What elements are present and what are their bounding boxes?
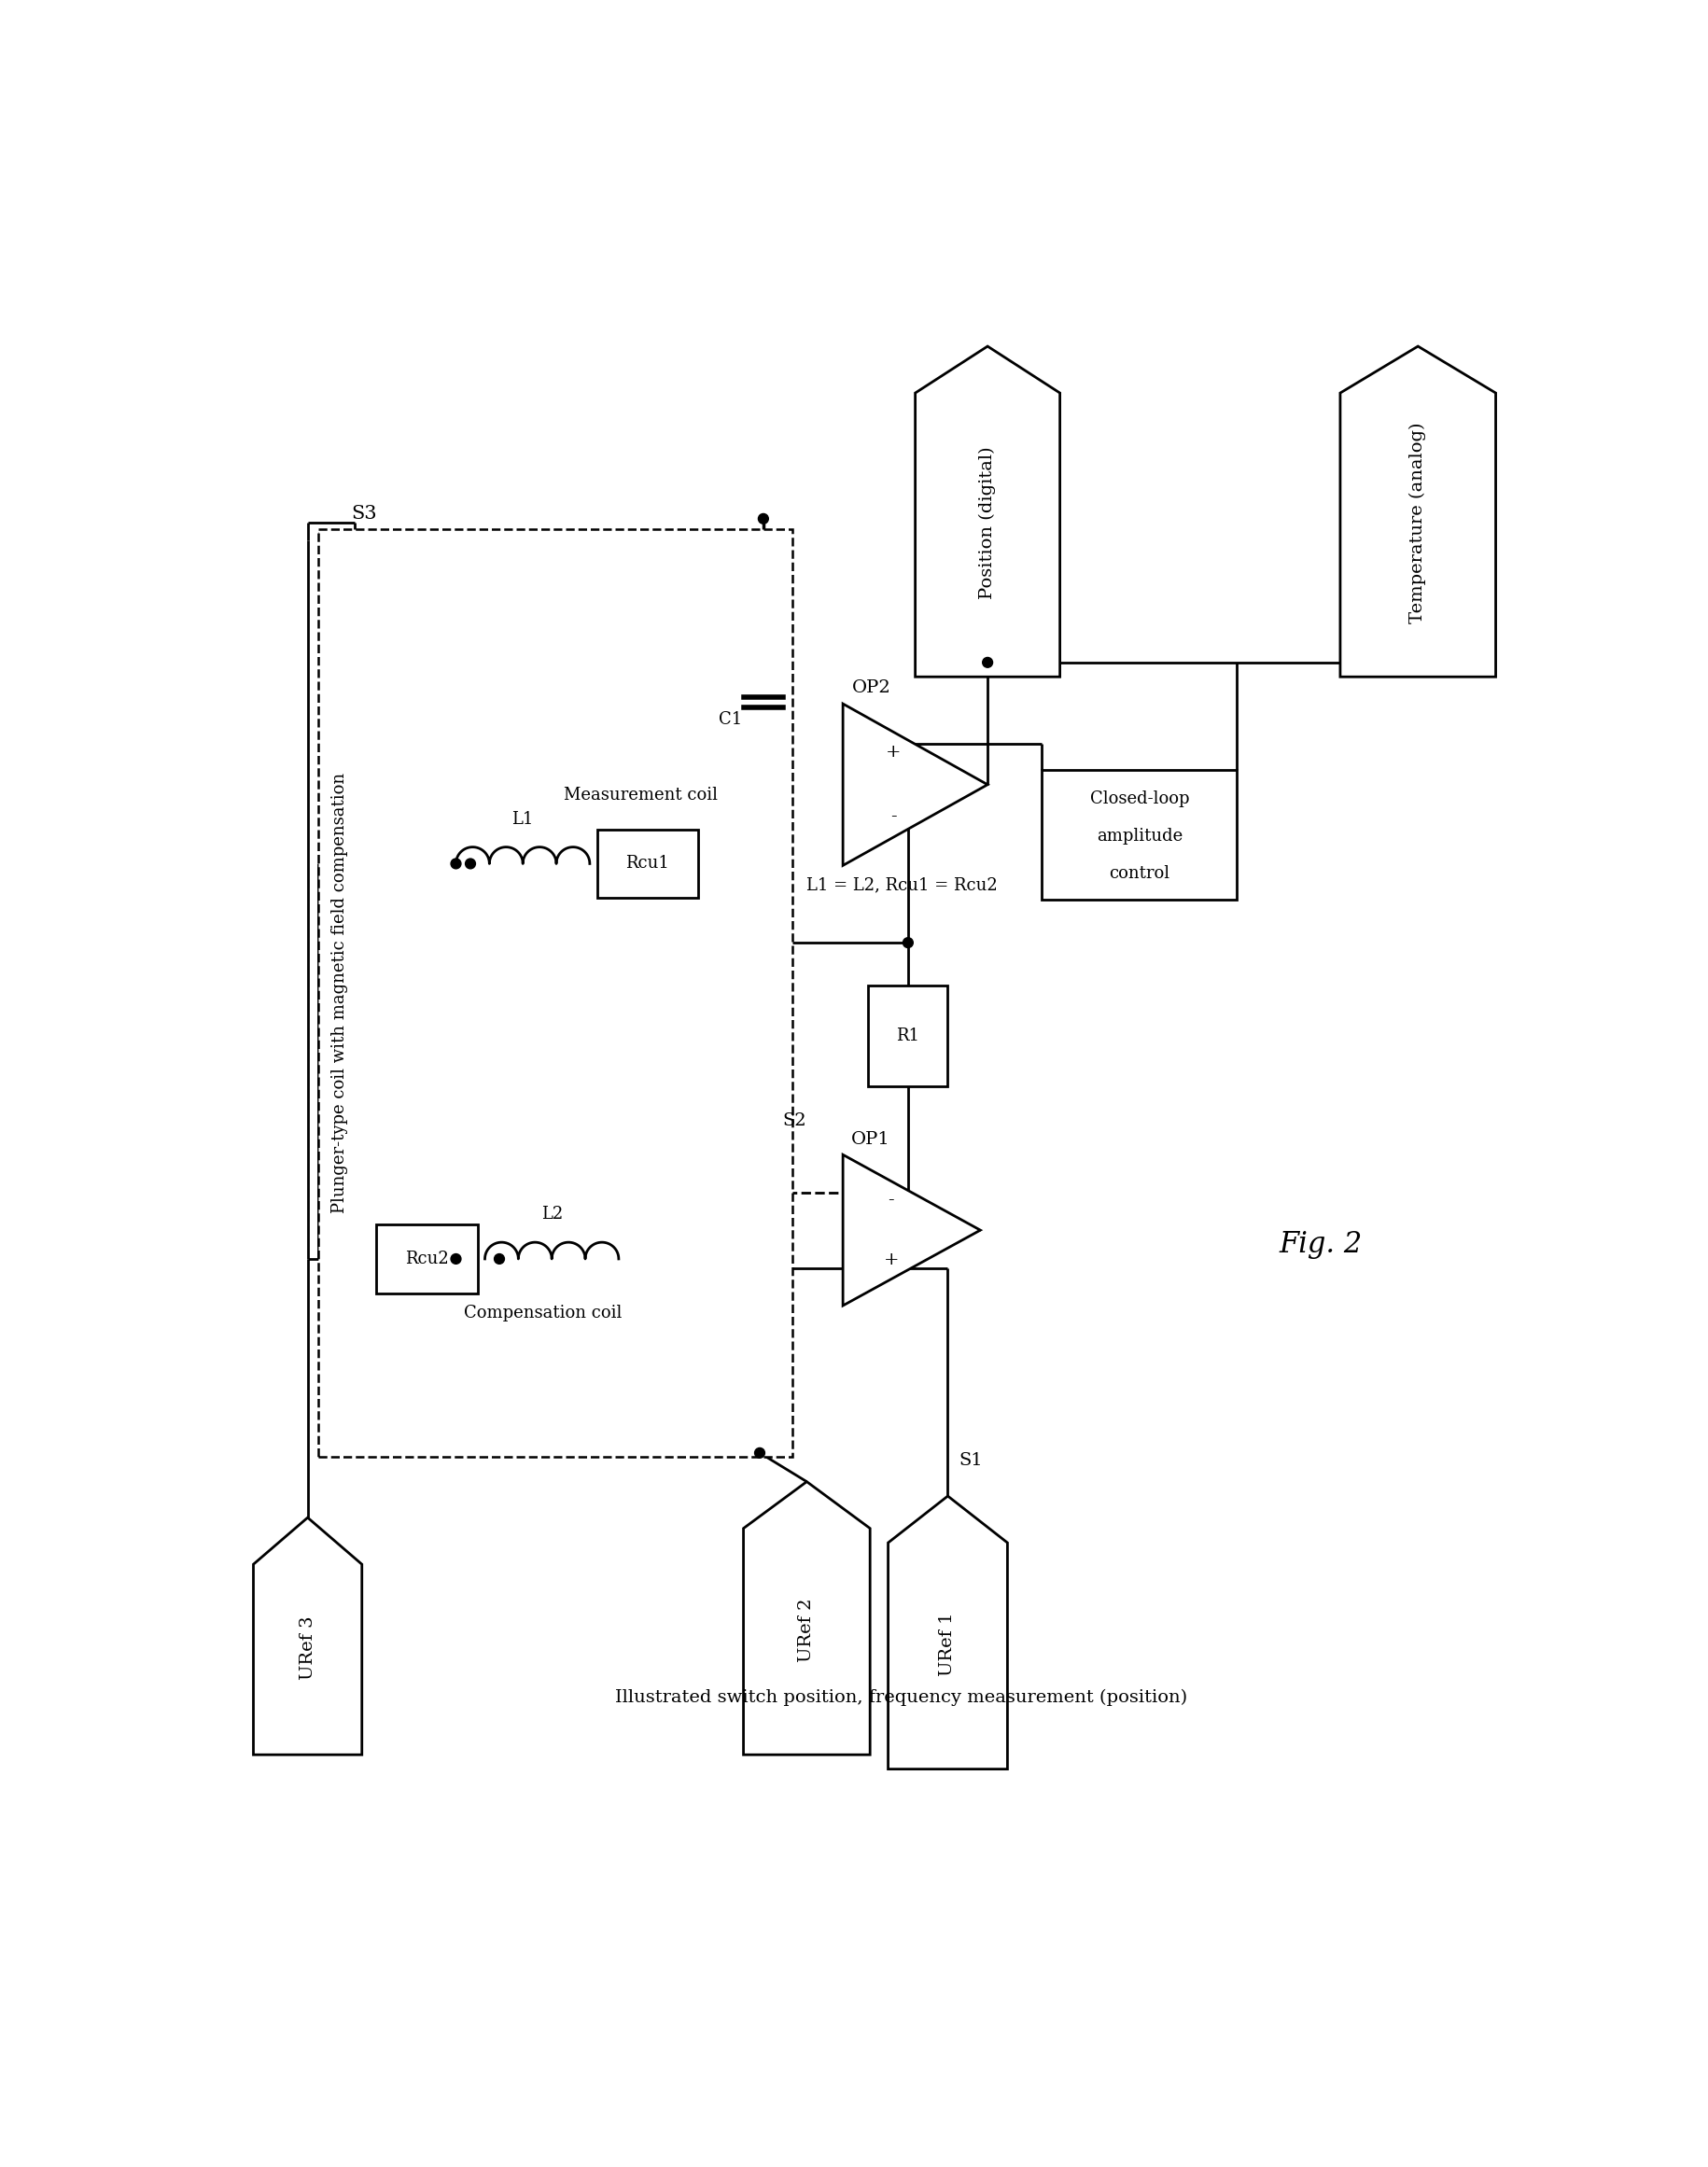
Polygon shape (915, 347, 1059, 676)
Circle shape (494, 1255, 504, 1263)
Text: S2: S2 (782, 1112, 806, 1129)
Bar (596, 830, 699, 897)
Circle shape (758, 514, 769, 524)
Text: L2: L2 (541, 1207, 562, 1222)
Text: URef 1: URef 1 (939, 1612, 956, 1677)
Text: R1: R1 (897, 1027, 919, 1044)
Polygon shape (1339, 347, 1494, 676)
Text: Closed-loop: Closed-loop (1090, 791, 1189, 808)
Bar (376, 1224, 477, 1294)
Text: OP2: OP2 (852, 678, 892, 696)
Text: S3: S3 (350, 505, 377, 522)
Text: Illustrated switch position, frequency measurement (position): Illustrated switch position, frequency m… (615, 1688, 1187, 1705)
Text: S1: S1 (958, 1452, 982, 1469)
Circle shape (902, 938, 912, 947)
Text: -: - (888, 1192, 893, 1209)
Circle shape (465, 858, 475, 869)
Text: control: control (1108, 865, 1170, 882)
Polygon shape (888, 1495, 1008, 1768)
Text: L1: L1 (512, 810, 533, 828)
Polygon shape (842, 704, 987, 865)
Text: Fig. 2: Fig. 2 (1278, 1231, 1361, 1259)
Bar (318, 529, 793, 1456)
Circle shape (451, 1255, 461, 1263)
Text: +: + (885, 743, 900, 761)
Text: OP1: OP1 (851, 1131, 890, 1149)
Text: URef 3: URef 3 (299, 1617, 316, 1679)
Text: L1 = L2, Rcu1 = Rcu2: L1 = L2, Rcu1 = Rcu2 (806, 878, 997, 893)
Polygon shape (842, 1155, 980, 1305)
Bar (1042, 769, 1237, 899)
Text: Rcu1: Rcu1 (625, 856, 670, 871)
Polygon shape (253, 1517, 362, 1755)
Text: Compensation coil: Compensation coil (463, 1305, 622, 1322)
Polygon shape (743, 1482, 869, 1755)
Text: Rcu2: Rcu2 (405, 1250, 449, 1268)
Text: Temperature (analog): Temperature (analog) (1409, 423, 1426, 624)
Bar (868, 986, 948, 1086)
Text: -: - (890, 808, 897, 826)
Circle shape (451, 858, 461, 869)
Text: Position (digital): Position (digital) (979, 446, 996, 600)
Text: +: + (883, 1253, 898, 1268)
Text: Plunger-type coil with magnetic field compensation: Plunger-type coil with magnetic field co… (331, 774, 348, 1214)
Text: C1: C1 (719, 711, 743, 728)
Text: Measurement coil: Measurement coil (564, 787, 717, 804)
Circle shape (982, 657, 992, 667)
Text: URef 2: URef 2 (798, 1597, 815, 1662)
Circle shape (755, 1448, 765, 1458)
Text: amplitude: amplitude (1097, 828, 1182, 845)
